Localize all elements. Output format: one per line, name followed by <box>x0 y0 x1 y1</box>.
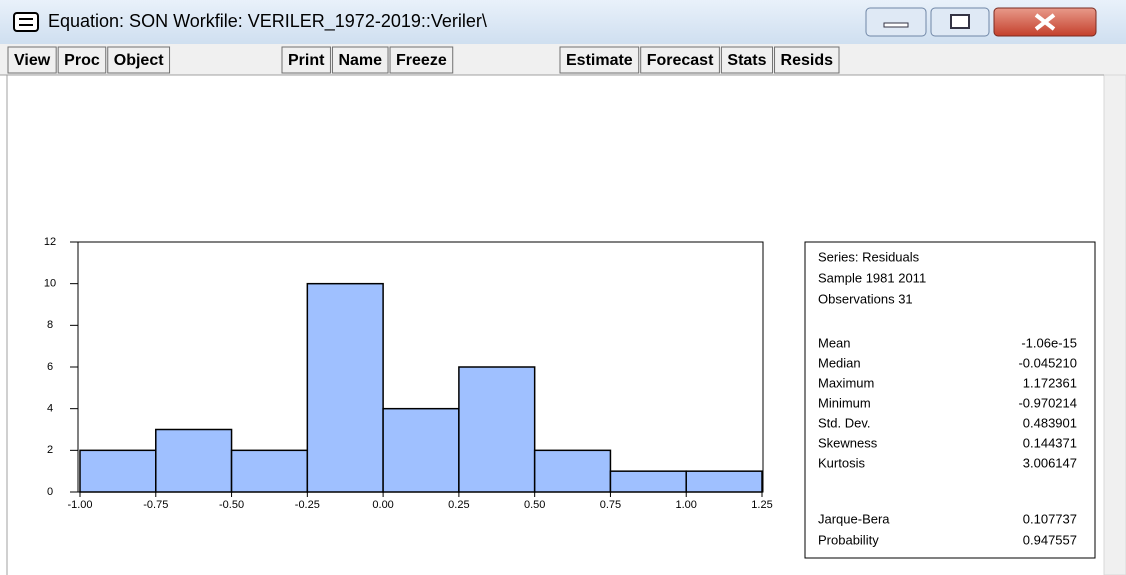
toolbar-button-label[interactable]: Estimate <box>566 52 633 69</box>
stats-value: 0.947557 <box>1023 532 1077 547</box>
x-tick-label: -0.25 <box>295 499 320 511</box>
y-tick-label: 0 <box>47 486 53 498</box>
x-tick-label: 0.00 <box>372 499 393 511</box>
stats-label: Std. Dev. <box>818 415 871 430</box>
bar <box>79 449 157 493</box>
stats-label: Probability <box>818 532 879 547</box>
toolbar-button-label[interactable]: Resids <box>781 52 834 69</box>
stats-label: Mean <box>818 335 851 350</box>
stats-value: 0.144371 <box>1023 435 1077 450</box>
stats-label: Median <box>818 355 861 370</box>
toolbar-button-label[interactable]: View <box>14 52 51 69</box>
toolbar-button-label[interactable]: Proc <box>64 52 100 69</box>
bar <box>155 428 233 493</box>
x-tick-label: 1.00 <box>676 499 697 511</box>
stats-label: Maximum <box>818 375 874 390</box>
maximize-button[interactable] <box>930 7 990 37</box>
y-tick-label: 6 <box>47 361 53 373</box>
stats-header: Sample 1981 2011 <box>818 270 926 285</box>
bar <box>382 407 460 493</box>
y-tick-label: 10 <box>44 278 56 290</box>
stats-label: Minimum <box>818 395 871 410</box>
window-title: Equation: SON Workfile: VERILER_1972-201… <box>48 11 487 32</box>
stats-value: 0.107737 <box>1023 511 1077 526</box>
bar <box>230 449 309 493</box>
scrollbar <box>1103 74 1126 575</box>
toolbar-button[interactable] <box>57 46 107 74</box>
stats-value: 3.006147 <box>1023 455 1077 470</box>
toolbar-button-label[interactable]: Freeze <box>396 52 447 69</box>
stats-value: 0.483901 <box>1023 415 1077 430</box>
toolbar-button[interactable] <box>107 46 171 74</box>
toolbar-button-label[interactable]: Print <box>288 52 325 69</box>
close-button[interactable] <box>993 7 1097 37</box>
toolbar-button-label[interactable]: Object <box>114 52 164 69</box>
toolbar-button-label[interactable]: Stats <box>727 52 766 69</box>
toolbar-button-label[interactable]: Name <box>338 52 382 69</box>
toolbar-button-label[interactable]: Forecast <box>647 52 714 69</box>
toolbar-button[interactable] <box>559 46 640 74</box>
stats-header: Series: Residuals <box>818 249 920 264</box>
toolbar-button[interactable] <box>774 46 840 74</box>
y-tick-label: 12 <box>44 236 56 248</box>
stats-value: 1.172361 <box>1023 375 1077 390</box>
stats-header: Observations 31 <box>818 291 913 306</box>
toolbar-button[interactable] <box>331 46 389 74</box>
x-tick-label: 0.75 <box>600 499 621 511</box>
stats-label: Kurtosis <box>818 455 865 470</box>
stats-label: Jarque-Bera <box>818 511 890 526</box>
toolbar-button[interactable] <box>389 46 454 74</box>
bar <box>609 470 687 493</box>
window-icon <box>13 12 39 32</box>
x-tick-label: -0.75 <box>143 499 168 511</box>
bar <box>685 470 763 493</box>
y-tick-label: 8 <box>47 319 53 331</box>
stats-value: -0.970214 <box>1018 395 1077 410</box>
x-tick-label: -1.00 <box>67 499 92 511</box>
toolbar-button[interactable] <box>640 46 720 74</box>
x-tick-label: 0.25 <box>448 499 469 511</box>
stats-value: -1.06e-15 <box>1021 335 1077 350</box>
stats-box <box>804 241 1096 559</box>
toolbar-button[interactable] <box>7 46 57 74</box>
toolbar-button[interactable] <box>720 46 774 74</box>
bar <box>458 366 536 493</box>
x-tick-label: 1.25 <box>751 499 772 511</box>
minimize-button[interactable] <box>865 7 927 37</box>
y-tick-label: 2 <box>47 444 53 456</box>
y-tick-label: 4 <box>47 403 53 415</box>
stats-value: -0.045210 <box>1018 355 1077 370</box>
x-tick-label: 0.50 <box>524 499 545 511</box>
x-tick-label: -0.50 <box>219 499 244 511</box>
bar <box>533 449 612 493</box>
stats-label: Skewness <box>818 435 878 450</box>
toolbar-button[interactable] <box>281 46 331 74</box>
bar <box>306 282 384 493</box>
